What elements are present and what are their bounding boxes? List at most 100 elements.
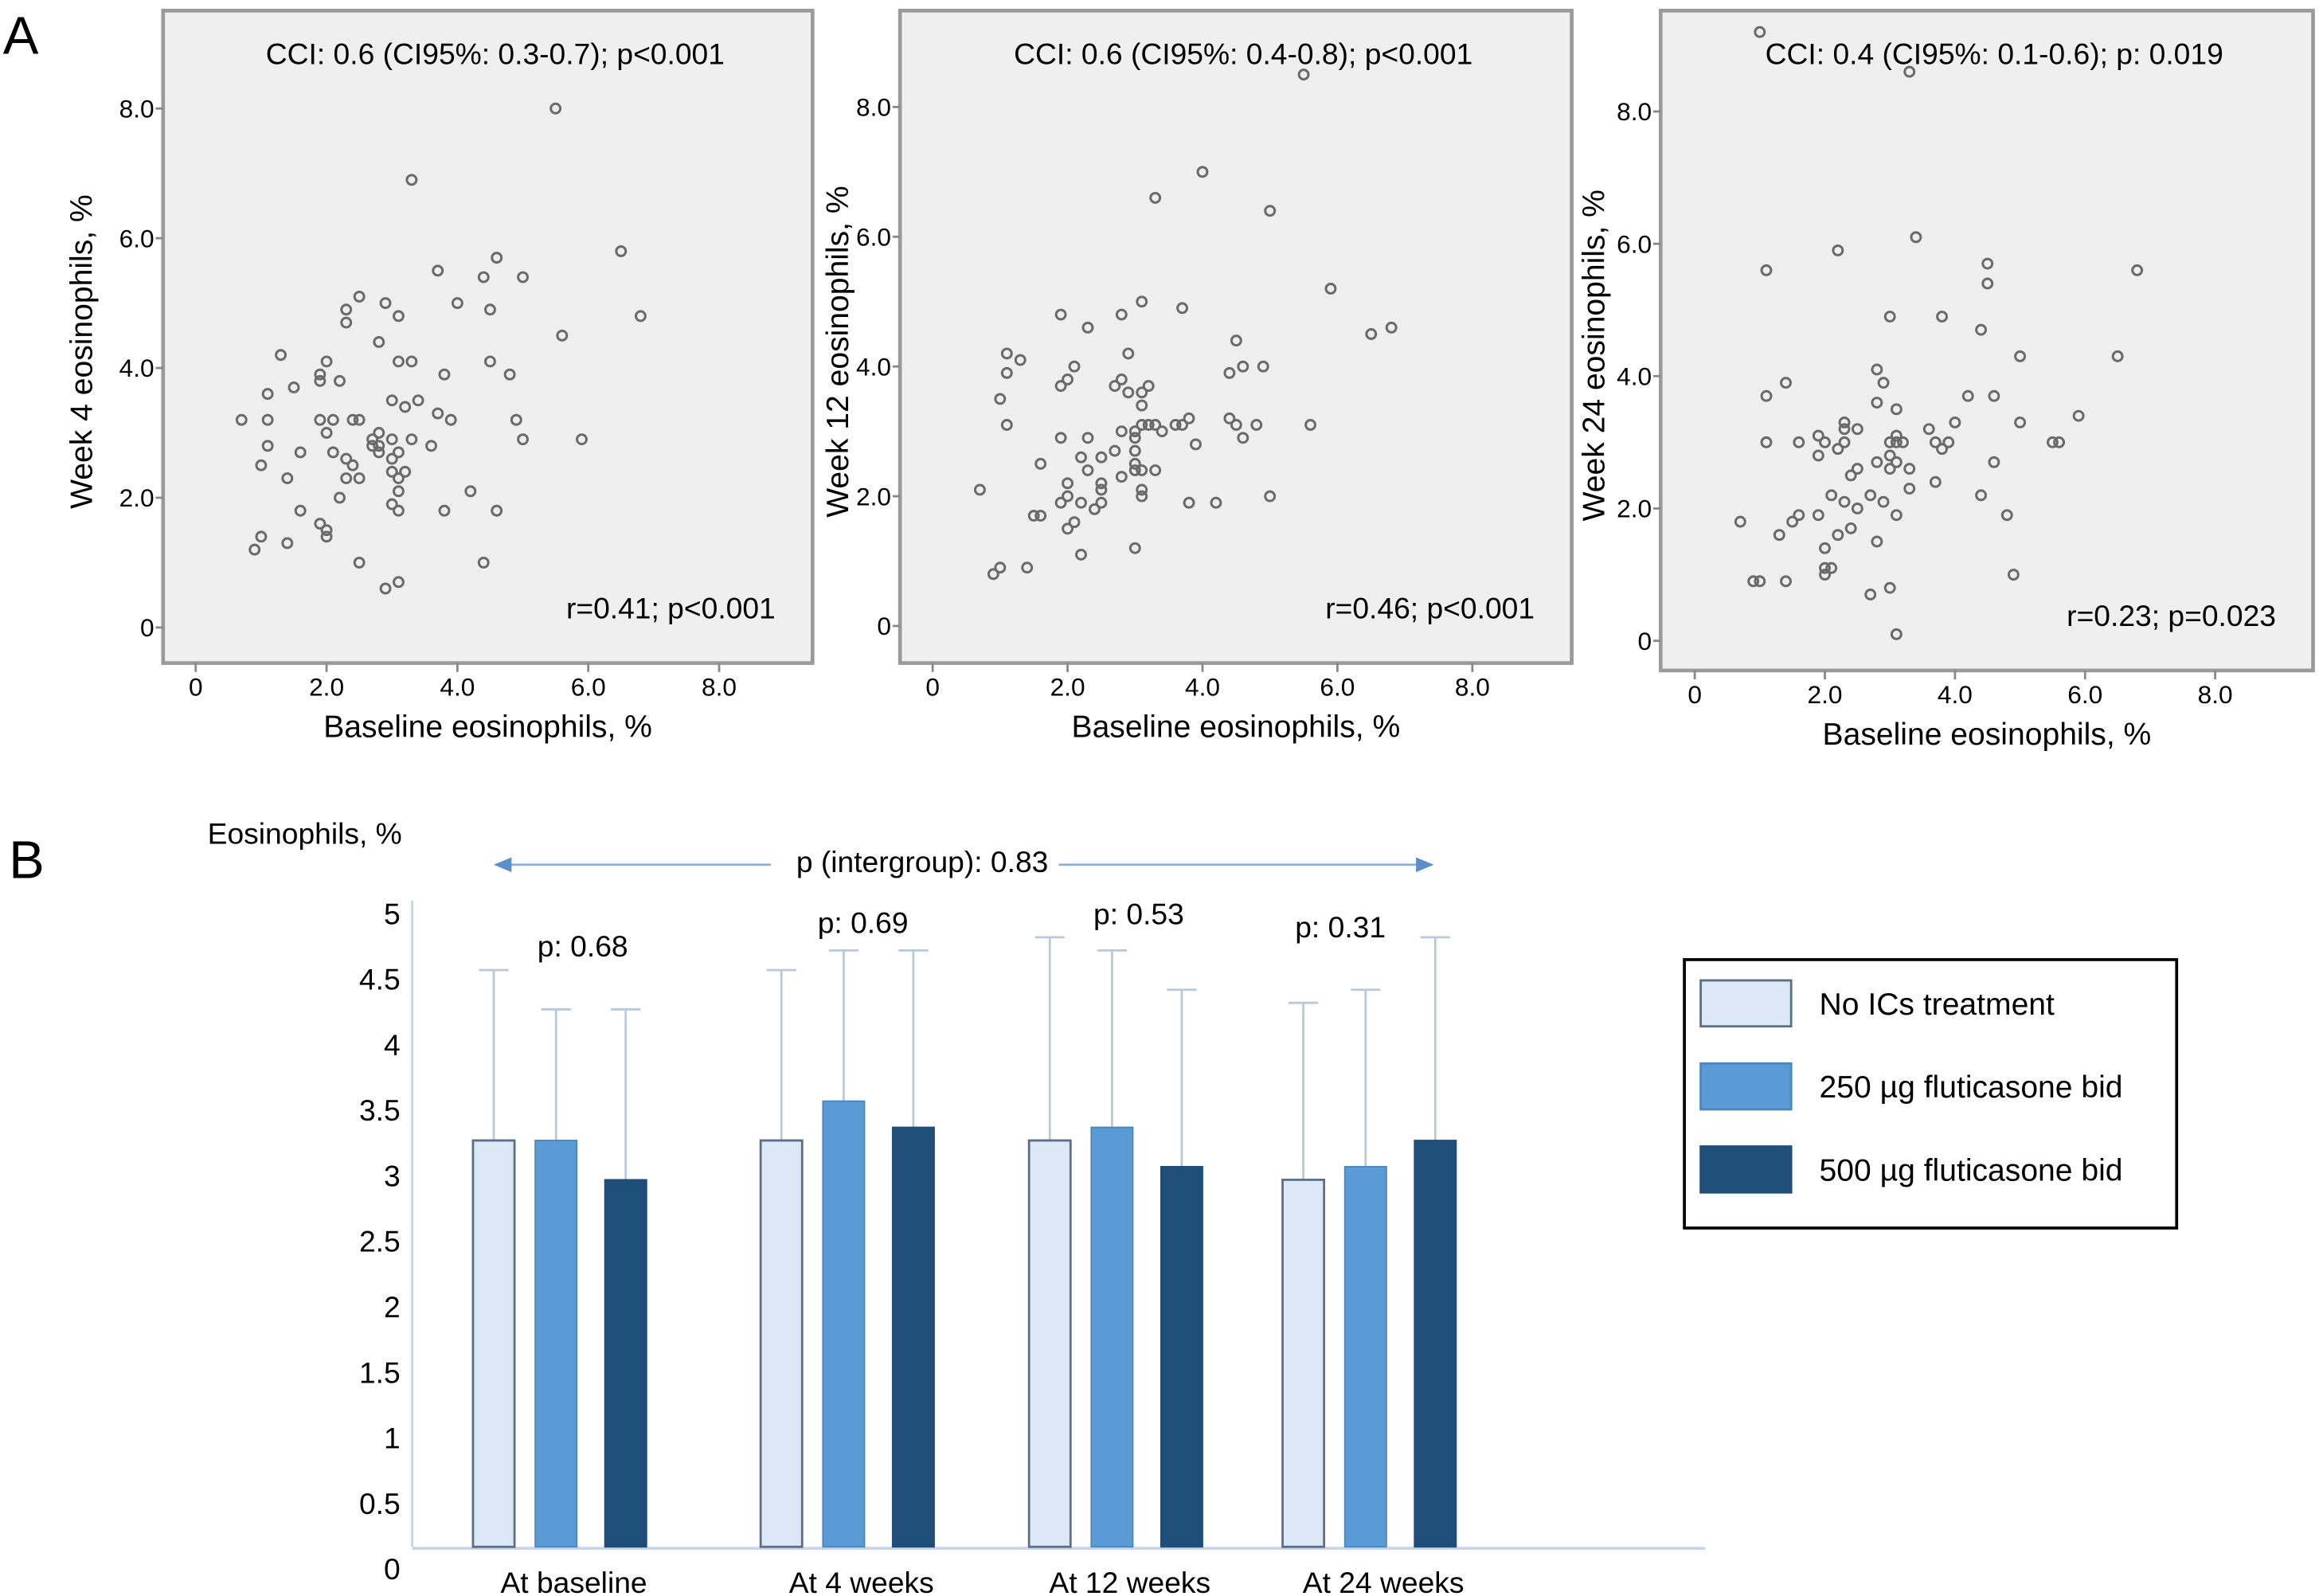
data-point (1115, 425, 1128, 438)
data-point (477, 271, 490, 284)
data-point (464, 485, 477, 498)
data-point (1095, 483, 1108, 496)
data-point (1890, 509, 1903, 522)
data-point (1095, 451, 1108, 464)
data-point (2111, 350, 2124, 362)
x-tick-label: 8.0 (1455, 673, 1490, 702)
data-point (385, 465, 398, 478)
x-tick-label: 0 (925, 673, 940, 702)
data-point (994, 561, 1007, 574)
y-tick-label: 2.0 (119, 483, 154, 512)
data-point (1890, 429, 1903, 442)
data-point (1136, 419, 1148, 431)
bar-chart-eosinophils: Eosinophils, % p (intergroup): 0.83 0 0.5… (208, 817, 1706, 1596)
data-point (393, 472, 405, 484)
correlation-annotation: r=0.41; p<0.001 (566, 592, 776, 625)
data-point (1034, 457, 1047, 470)
y-axis-title: Week 24 eosinophils, % (1578, 190, 1612, 521)
data-point (438, 504, 451, 517)
data-point (1890, 436, 1903, 448)
data-point (1115, 471, 1128, 483)
data-point (484, 355, 496, 368)
bar-chart-ylabel: Eosinophils, % (208, 817, 402, 851)
data-point (373, 336, 385, 348)
data-point (1988, 456, 2000, 468)
data-point (1922, 423, 1935, 436)
y-tick-label: 3.5 (359, 1093, 401, 1127)
data-point (1136, 464, 1148, 476)
cci-annotation: CCI: 0.6 (CI95%: 0.3-0.7); p<0.001 (266, 37, 725, 70)
data-point (1844, 469, 1857, 482)
data-point (1000, 366, 1013, 379)
data-point (261, 388, 274, 401)
y-tick-label: 0 (140, 613, 154, 642)
data-point (1851, 503, 1863, 514)
x-category-label: At 24 weeks (1303, 1566, 1465, 1596)
data-point (1136, 399, 1148, 412)
data-point (432, 264, 444, 277)
data-point (1136, 490, 1148, 503)
data-point (294, 446, 307, 459)
data-point (346, 459, 359, 471)
data-point (393, 310, 405, 323)
data-point (1773, 529, 1785, 542)
x-tick-label: 4.0 (440, 673, 475, 702)
bar (1090, 1126, 1134, 1548)
data-point (1062, 477, 1074, 490)
data-point (1903, 463, 1916, 475)
data-point (1851, 463, 1863, 475)
data-point (1936, 311, 1949, 323)
data-point (1054, 380, 1067, 393)
data-point (1109, 380, 1121, 393)
scatter-plot-week24: 0 2.0 4.0 6.0 8.0 0 2.0 4.0 6.0 8.0 CCI: 0.4 (CI95… (1578, 9, 2315, 752)
data-point (1890, 403, 1903, 416)
x-tick-label: 0 (189, 673, 203, 702)
data-point (1149, 419, 1162, 431)
data-point (987, 568, 999, 581)
data-point (634, 310, 647, 323)
data-point (2000, 509, 2013, 522)
data-point (2046, 436, 2059, 448)
arrow-head-left-icon (494, 857, 512, 873)
data-point (1871, 535, 1883, 548)
data-point (1903, 65, 1916, 78)
data-point (405, 433, 418, 446)
data-point (346, 413, 359, 426)
group-p-label: p: 0.31 (1295, 910, 1386, 944)
y-tick-label: 6.0 (856, 222, 891, 251)
data-point (275, 349, 287, 362)
bar (1343, 1166, 1387, 1548)
data-point (2007, 569, 2020, 581)
data-point (1877, 377, 1890, 389)
y-tick-label: 8.0 (1617, 97, 1652, 126)
data-point (1081, 464, 1094, 476)
data-point (1176, 302, 1189, 315)
data-point (1929, 475, 1942, 488)
bar (1160, 1166, 1203, 1548)
y-tick-label: 1 (384, 1422, 401, 1455)
data-point (399, 401, 412, 413)
y-tick-label: 6.0 (1617, 229, 1652, 258)
data-point (517, 271, 529, 284)
legend-swatch (1699, 1062, 1793, 1111)
data-point (261, 440, 274, 452)
data-point (1780, 377, 1792, 389)
data-point (1183, 496, 1195, 509)
data-point (1115, 308, 1128, 321)
x-tick-label: 6.0 (571, 673, 606, 702)
data-point (385, 394, 398, 407)
data-point (399, 465, 412, 478)
data-point (1903, 483, 1916, 495)
bar (534, 1140, 578, 1548)
data-point (1747, 575, 1760, 588)
x-category-label: At baseline (500, 1566, 647, 1596)
data-point (1000, 347, 1013, 360)
data-point (994, 393, 1007, 405)
data-point (2131, 264, 2144, 276)
y-tick-label: 0 (384, 1552, 401, 1586)
y-tick-label: 0.5 (359, 1487, 401, 1520)
data-point (1156, 425, 1168, 438)
y-tick-label: 2.0 (1617, 495, 1652, 523)
data-point (1871, 456, 1883, 468)
scatter-plot-week12: 0 2.0 4.0 6.0 8.0 0 2.0 4.0 6.0 8.0 CCI: 0.6 (CI95… (821, 9, 1574, 745)
